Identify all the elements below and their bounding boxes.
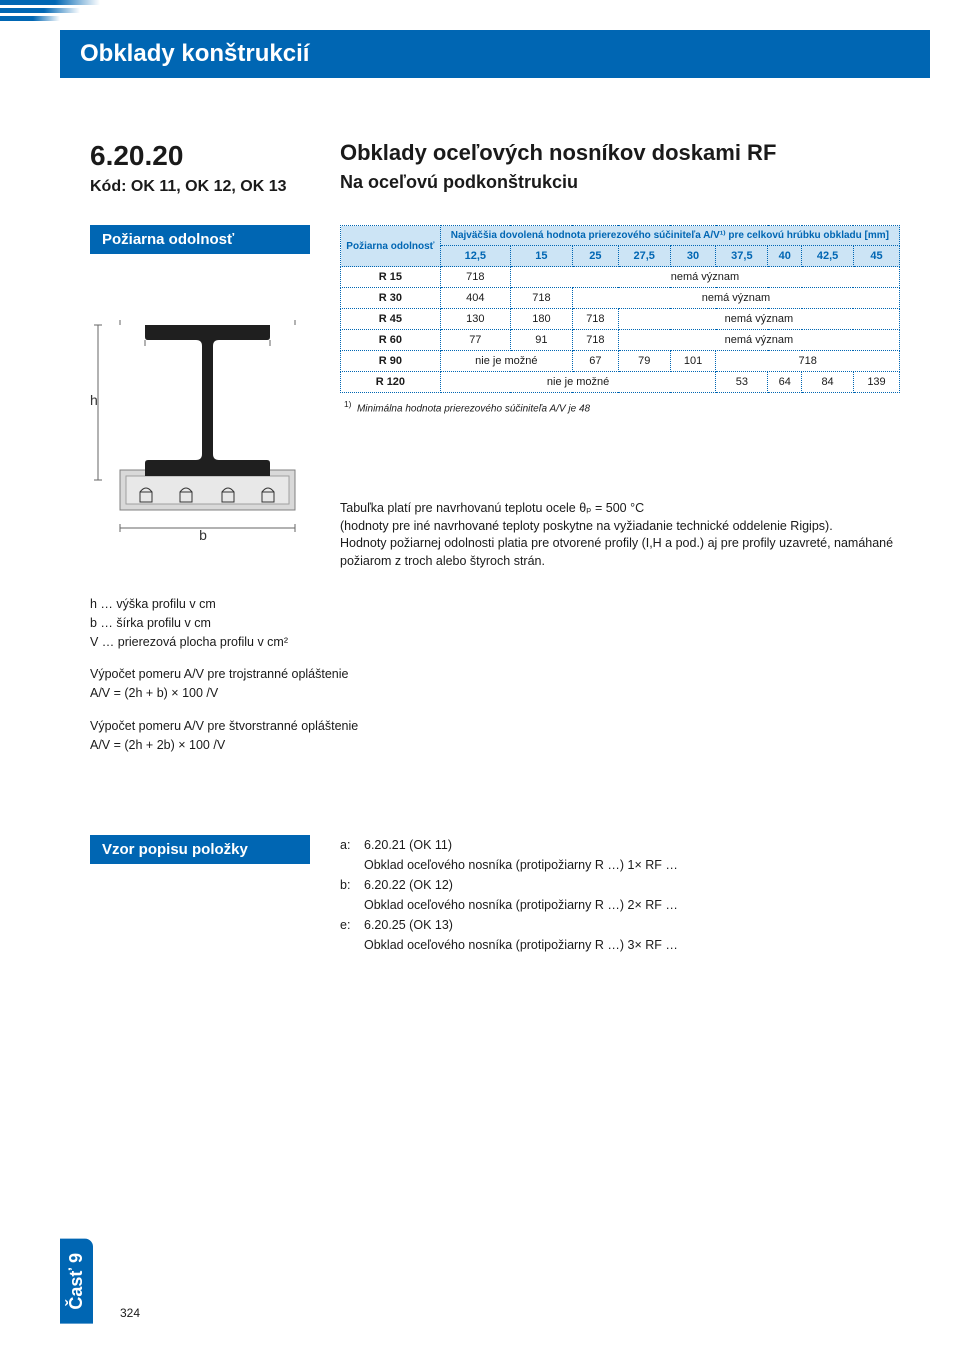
calc-3side-formula: A/V = (2h + b) × 100 /V [90,684,390,703]
table-cell: 718 [572,330,618,351]
table-cell: nemá význam [572,288,899,309]
page-header-title: Obklady konštrukcií [60,30,930,78]
calc-b: b … šírka profilu v cm [90,614,390,633]
table-cell: 718 [440,267,510,288]
section-subtitle: Na oceľovú podkonštrukciu [340,172,578,193]
table-row-label: R 120 [341,372,441,393]
table-col-head: 30 [670,246,716,267]
table-cell: 64 [768,372,802,393]
calc-block: h … výška profilu v cm b … šírka profilu… [90,595,390,768]
calc-3side-title: Výpočet pomeru A/V pre trojstranné opláš… [90,665,390,684]
vzor-b-1: 6.20.22 (OK 12) [364,875,453,895]
table-row-label: R 45 [341,309,441,330]
table-cell: 718 [716,351,900,372]
calc-h: h … výška profilu v cm [90,595,390,614]
section-title: Obklady oceľových nosníkov doskami RF [340,140,776,166]
table-cell: nie je možné [440,372,716,393]
table-rowhead: Požiarna odolnosť [341,226,441,267]
table-row: R 607791718nemá význam [341,330,900,351]
table-row-label: R 15 [341,267,441,288]
table-col-head: 27,5 [618,246,670,267]
vzor-a-2: Obklad oceľového nosníka (protipožiarny … [364,855,678,875]
table-col-head: 12,5 [440,246,510,267]
vzor-label: Vzor popisu položky [90,835,310,864]
table-row: R 120nie je možné536484139 [341,372,900,393]
table-cell: 91 [510,330,572,351]
table-col-head: 37,5 [716,246,768,267]
table-cell: 130 [440,309,510,330]
note-block: Tabuľka platí pre navrhovanú teplotu oce… [340,500,900,570]
beam-diagram: h b [90,310,315,543]
section-number: 6.20.20 [90,140,183,172]
note-line-2: (hodnoty pre iné navrhované teploty posk… [340,518,900,536]
table-col-head: 45 [853,246,899,267]
table-row: R 90nie je možné6779101718 [341,351,900,372]
table-footnote: 1) Minimálna hodnota prierezového súčini… [340,393,900,414]
table-cell: nie je možné [440,351,572,372]
table-cell: nemá význam [618,309,899,330]
vzor-body: a:6.20.21 (OK 11) Obklad oceľového nosní… [340,835,900,955]
vzor-a-1: 6.20.21 (OK 11) [364,835,452,855]
footnote-mark: 1) [344,399,351,409]
vzor-b-2: Obklad oceľového nosníka (protipožiarny … [364,895,678,915]
table-cell: 67 [572,351,618,372]
table-row-label: R 30 [341,288,441,309]
table-row: R 45130180718nemá význam [341,309,900,330]
fire-table-wrap: Požiarna odolnosť Najväčšia dovolená hod… [340,225,900,414]
table-cell: 718 [572,309,618,330]
table-cell: 139 [853,372,899,393]
table-row-label: R 90 [341,351,441,372]
table-cell: 79 [618,351,670,372]
table-cell: 180 [510,309,572,330]
calc-4side-formula: A/V = (2h + 2b) × 100 /V [90,736,390,755]
footnote-text: Minimálna hodnota prierezového súčiniteľ… [357,403,590,414]
note-line-3: Hodnoty požiarnej odolnosti platia pre o… [340,535,900,570]
side-tab: Časť 9 [60,1239,93,1324]
fire-resistance-label: Požiarna odolnosť [90,225,310,254]
table-cell: 53 [716,372,768,393]
table-cell: 77 [440,330,510,351]
table-col-head: 15 [510,246,572,267]
table-superhead: Najväčšia dovolená hodnota prierezového … [440,226,899,246]
corner-decoration [0,0,110,28]
vzor-a-key: a: [340,835,364,855]
section-code: Kód: OK 11, OK 12, OK 13 [90,178,287,196]
calc-4side-title: Výpočet pomeru A/V pre štvorstranné oplá… [90,717,390,736]
table-col-head: 40 [768,246,802,267]
table-row-label: R 60 [341,330,441,351]
table-cell: 404 [440,288,510,309]
calc-v: V … prierezová plocha profilu v cm² [90,633,390,652]
fire-table: Požiarna odolnosť Najväčšia dovolená hod… [340,225,900,393]
table-cell: 84 [802,372,854,393]
note-line-1: Tabuľka platí pre navrhovanú teplotu oce… [340,500,900,518]
diagram-b-label: b [199,527,207,540]
vzor-e-key: e: [340,915,364,935]
table-cell: nemá význam [618,330,899,351]
table-cell: 718 [510,288,572,309]
table-row: R 30404718nemá význam [341,288,900,309]
vzor-b-key: b: [340,875,364,895]
vzor-e-2: Obklad oceľového nosníka (protipožiarny … [364,935,678,955]
table-cell: 101 [670,351,716,372]
table-row: R 15718nemá význam [341,267,900,288]
diagram-h-label: h [90,392,98,408]
table-cell: nemá význam [510,267,899,288]
table-col-head: 42,5 [802,246,854,267]
page-number: 324 [120,1306,140,1320]
table-col-head: 25 [572,246,618,267]
vzor-e-1: 6.20.25 (OK 13) [364,915,453,935]
